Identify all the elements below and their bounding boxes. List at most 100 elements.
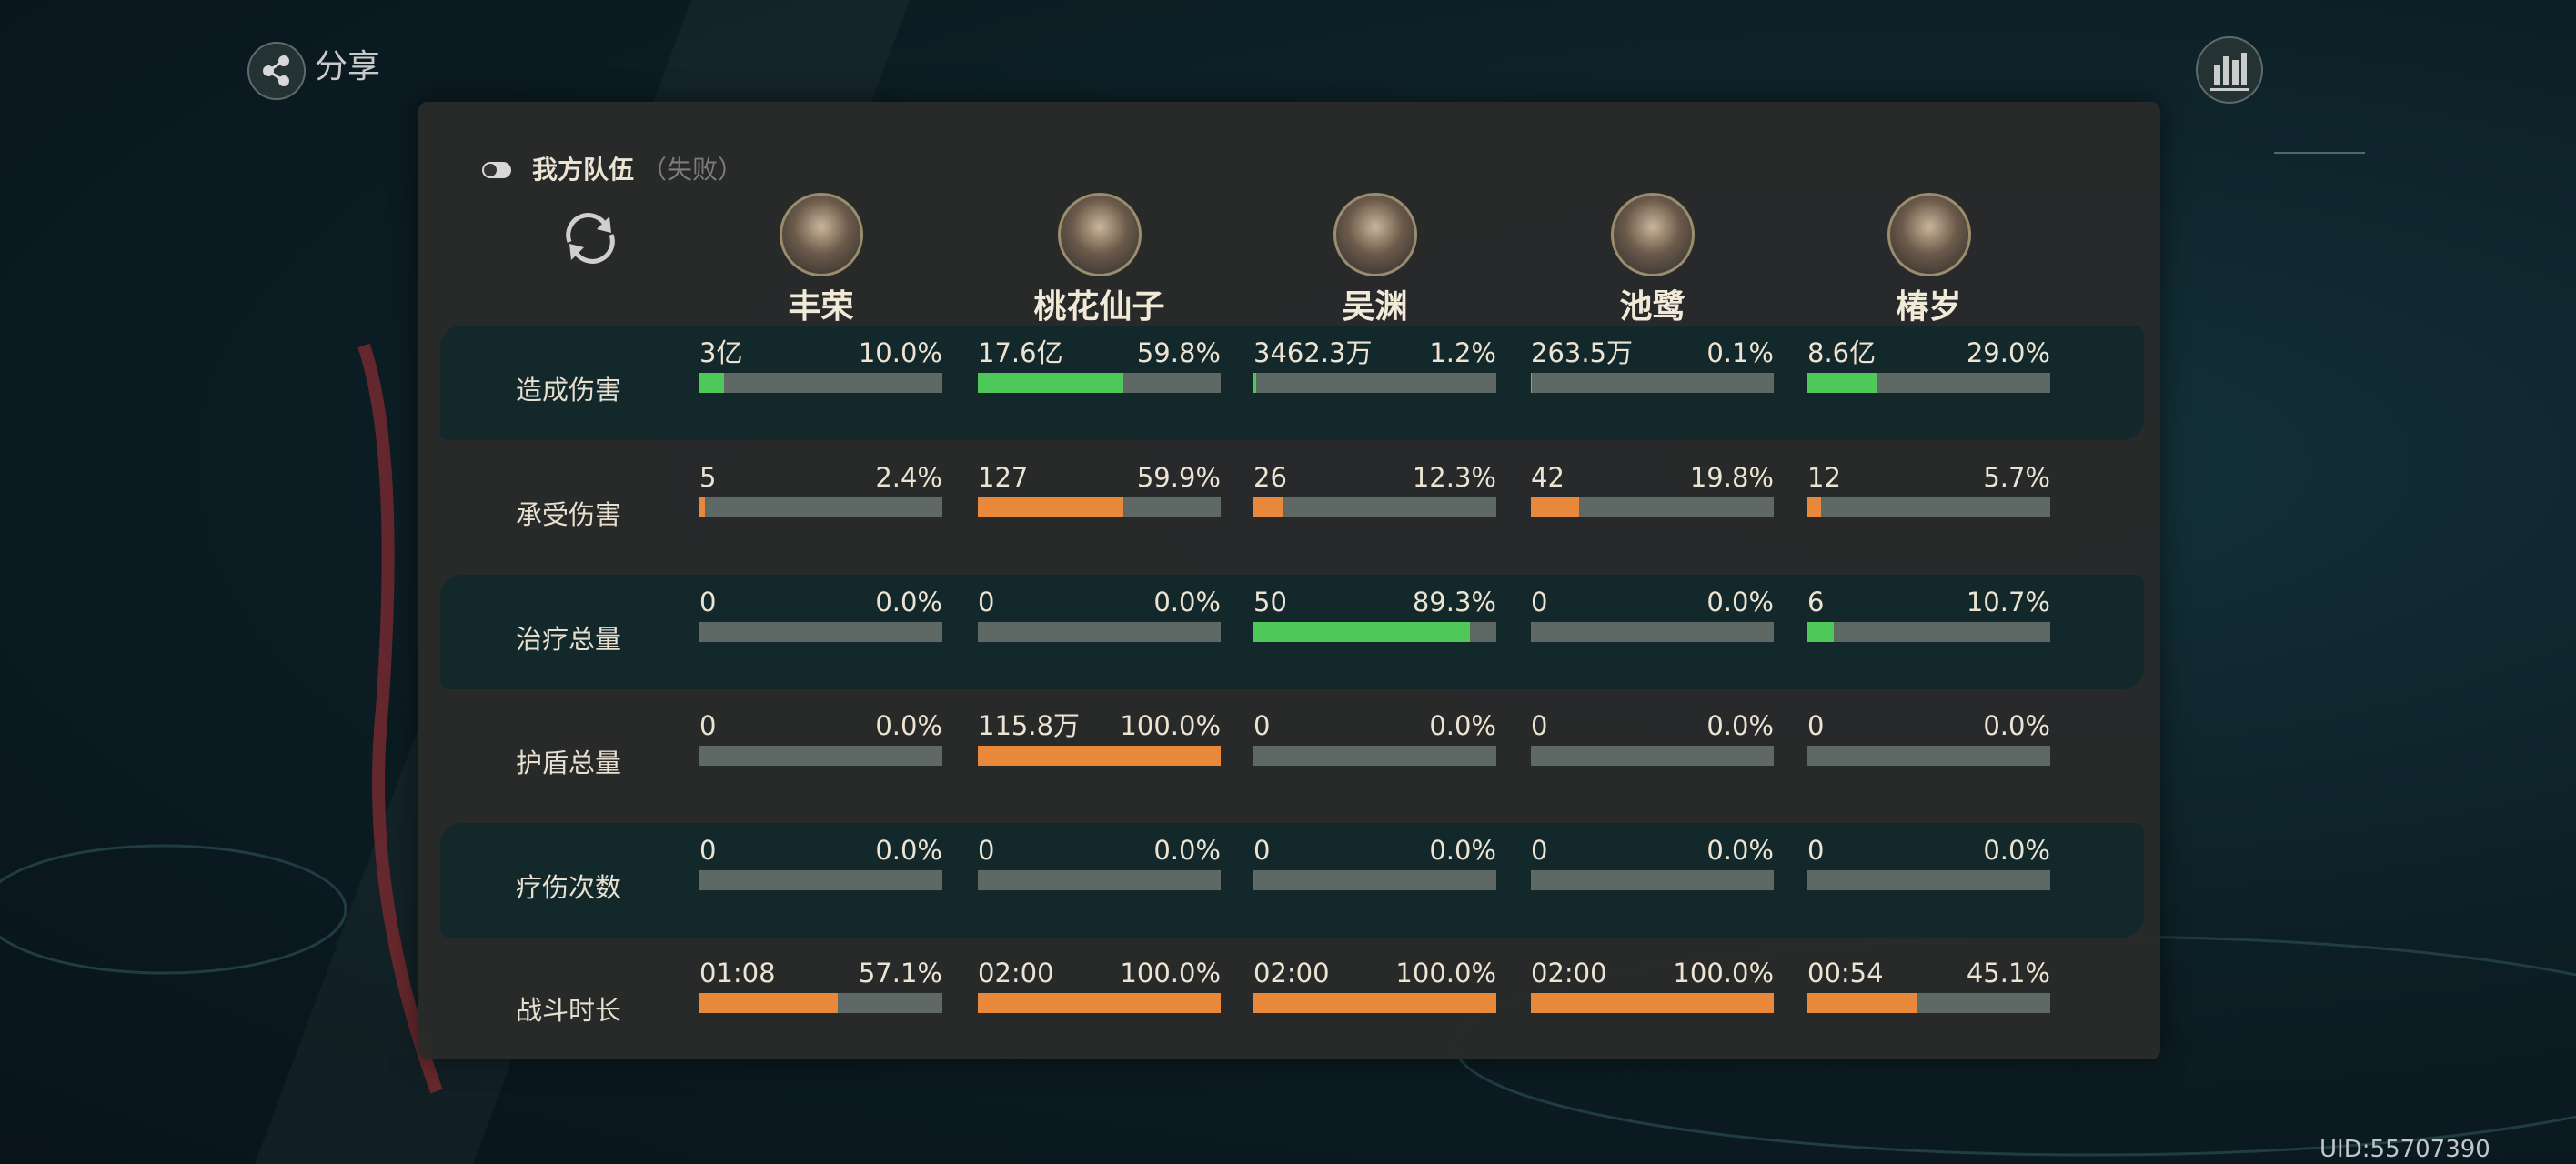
cell-percent: 29.0% [1966,337,2050,368]
cell-value: 0 [978,835,995,866]
bar-track [978,497,1221,517]
bar-track [1531,870,1774,890]
share-icon [263,55,289,86]
bar-track [1531,373,1774,393]
character-name: 吴渊 [1342,288,1408,326]
cell-value: 50 [1253,587,1287,617]
cell-value: 6 [1807,587,1825,617]
row-label: 承受伤害 [515,499,621,530]
cell-percent: 0.0% [1153,587,1221,617]
cell-value: 0 [699,710,717,741]
bar [1807,373,1878,393]
row-label: 战斗时长 [515,995,621,1026]
bar-track [1807,993,2050,1013]
stats-icon [2210,53,2249,91]
cell-value: 02:00 [1531,958,1607,988]
character-name: 池鹭 [1619,288,1685,326]
bar [1807,993,1917,1013]
cell-percent: 2.4% [875,462,942,493]
bar-track [1807,497,2050,517]
cell-percent: 0.0% [875,587,942,617]
cell-value: 0 [1807,835,1825,866]
share-label[interactable]: 分享 [315,48,381,85]
bar-track [1253,993,1496,1013]
toggle-knob [484,164,497,176]
cell-value: 0 [1253,835,1271,866]
bar-track [1807,373,2050,393]
cell-percent: 1.2% [1429,337,1496,368]
cell-value: 02:00 [978,958,1054,988]
cell-percent: 45.1% [1966,958,2050,988]
row-label: 疗伤次数 [515,872,621,903]
team-title: 我方队伍 [532,155,635,185]
bar-track [1253,497,1496,517]
bar [1253,993,1496,1013]
bar [978,746,1221,766]
row-label: 造成伤害 [515,375,621,406]
cell-percent: 0.0% [1706,710,1774,741]
cell-percent: 0.0% [875,710,942,741]
bar-track [1807,622,2050,642]
cell-value: 115.8万 [978,710,1081,741]
bar-track [978,870,1221,890]
bar [1531,993,1774,1013]
stats-button[interactable] [2196,36,2263,104]
cell-value: 0 [1807,710,1825,741]
row-label: 护盾总量 [515,748,621,778]
cell-value: 12 [1807,462,1841,493]
bar-track [978,993,1221,1013]
bar [1531,497,1579,517]
cell-percent: 100.0% [1673,958,1774,988]
character-name: 桃花仙子 [1033,288,1165,326]
bar-track [978,373,1221,393]
cell-percent: 0.0% [1706,587,1774,617]
character-name: 椿岁 [1896,288,1962,326]
bar-track [1807,870,2050,890]
cell-value: 263.5万 [1531,337,1634,368]
bar-track [1531,622,1774,642]
cell-percent: 0.0% [1429,835,1496,866]
cell-value: 42 [1531,462,1565,493]
cell-percent: 100.0% [1120,958,1221,988]
bar-track [699,746,942,766]
cell-value: 0 [699,835,717,866]
cell-value: 17.6亿 [978,337,1063,368]
cell-value: 5 [699,462,717,493]
cell-value: 3亿 [699,337,743,368]
cell-percent: 0.0% [1983,710,2050,741]
cell-value: 0 [1253,710,1271,741]
avatar [779,193,863,276]
cell-value: 00:54 [1807,958,1884,988]
bar [1807,497,1822,517]
character-name: 丰荣 [788,288,854,326]
cell-value: 127 [978,462,1029,493]
bar-track [978,622,1221,642]
bar-track [1807,746,2050,766]
cell-value: 0 [1531,710,1548,741]
cell-value: 01:08 [699,958,776,988]
bar-track [1253,870,1496,890]
bar [1253,622,1471,642]
cell-percent: 0.0% [875,835,942,866]
bar-track [1253,622,1496,642]
bar [978,373,1123,393]
avatar [1057,193,1142,276]
bar-track [1531,497,1774,517]
team-toggle[interactable] [482,162,511,178]
cell-value: 0 [699,587,717,617]
bar-track [1253,746,1496,766]
avatar [1610,193,1695,276]
cell-percent: 0.0% [1983,835,2050,866]
bar [978,993,1221,1013]
cell-value: 3462.3万 [1253,337,1373,368]
uid: UID:55707390 [2319,1136,2490,1163]
cell-percent: 100.0% [1395,958,1496,988]
bar-track [699,622,942,642]
share-button[interactable] [247,42,306,100]
refresh-button[interactable] [558,209,622,267]
bar [699,993,839,1013]
bar-track [1531,746,1774,766]
bar-track [699,373,942,393]
team-status: （失败） [641,155,744,185]
